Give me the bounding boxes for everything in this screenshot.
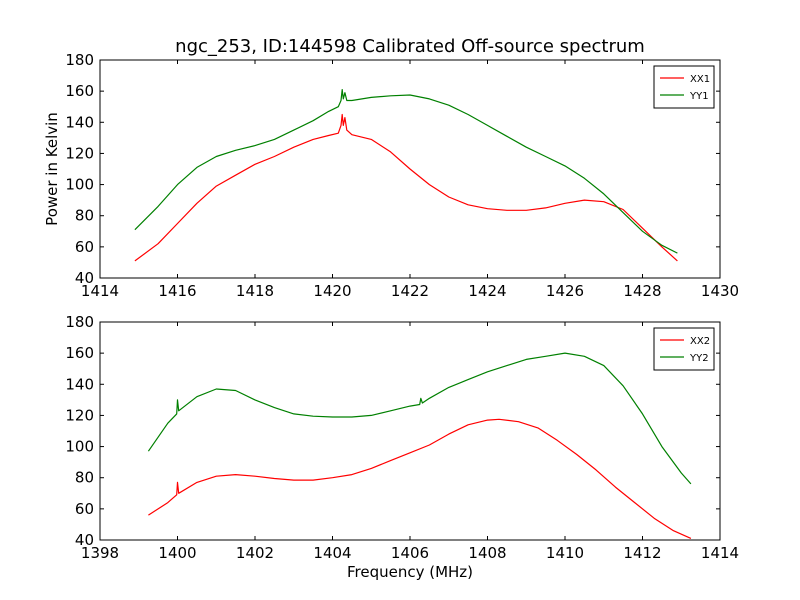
x-axis-label: Frequency (MHz) xyxy=(347,563,473,581)
x-tick-label: 1400 xyxy=(158,544,196,562)
y-tick-label: 80 xyxy=(75,469,94,487)
bottom-panel: 1398 1400 1402 1404 1406 1408 1410 1412 1414 40 60… xyxy=(65,313,739,581)
x-tick-label: 1398 xyxy=(81,544,119,562)
y-tick-label: 160 xyxy=(65,82,94,100)
x-tick-label: 1430 xyxy=(701,282,739,300)
x-tick-label: 1410 xyxy=(546,544,584,562)
x-tick-label: 1408 xyxy=(468,544,506,562)
y-tick-label: 40 xyxy=(75,269,94,287)
y-tick-label: 60 xyxy=(75,500,94,518)
top-panel: 1414 1416 1418 1420 1422 1424 1426 1428 1430 40 60… xyxy=(43,36,739,300)
plot-frame xyxy=(99,321,721,541)
y-tick-label: 80 xyxy=(75,207,94,225)
y-tick-label: 60 xyxy=(75,238,94,256)
series-line-xx2 xyxy=(148,418,692,539)
legend-label: YY1 xyxy=(689,91,709,102)
x-tick-label: 1416 xyxy=(158,282,196,300)
x-tick-label: 1414 xyxy=(701,544,739,562)
y-tick-label: 160 xyxy=(65,344,94,362)
chart-title: ngc_253, ID:144598 Calibrated Off-source… xyxy=(175,36,645,57)
legend-box xyxy=(653,65,715,109)
y-tick-label: 140 xyxy=(65,113,94,131)
y-axis-label: Power in Kelvin xyxy=(43,112,61,226)
y-tick-label: 180 xyxy=(65,313,94,331)
x-tick-label: 1426 xyxy=(546,282,584,300)
series-line-yy2 xyxy=(147,352,692,485)
y-tick-label: 100 xyxy=(65,176,94,194)
x-tick-label: 1404 xyxy=(313,544,351,562)
x-tick-label: 1402 xyxy=(236,544,274,562)
x-tick-label: 1424 xyxy=(468,282,506,300)
x-tick-label: 1418 xyxy=(236,282,274,300)
legend-label: XX2 xyxy=(690,336,710,347)
y-tick-label: 100 xyxy=(65,438,94,456)
legend-box xyxy=(653,327,715,371)
y-tick-label: 140 xyxy=(65,375,94,393)
x-tick-label: 1406 xyxy=(391,544,429,562)
x-tick-label: 1412 xyxy=(623,544,661,562)
y-tick-label: 40 xyxy=(75,531,94,549)
y-tick-label: 120 xyxy=(65,406,94,424)
legend-label: XX1 xyxy=(690,74,710,85)
x-tick-label: 1428 xyxy=(623,282,661,300)
y-tick-label: 120 xyxy=(65,144,94,162)
x-tick-label: 1414 xyxy=(81,282,119,300)
y-tick-label: 180 xyxy=(65,51,94,69)
x-tick-label: 1420 xyxy=(313,282,351,300)
series-line-xx1 xyxy=(134,113,678,262)
x-tick-label: 1422 xyxy=(391,282,429,300)
legend-label: YY2 xyxy=(689,353,709,364)
series-line-yy1 xyxy=(134,89,678,254)
